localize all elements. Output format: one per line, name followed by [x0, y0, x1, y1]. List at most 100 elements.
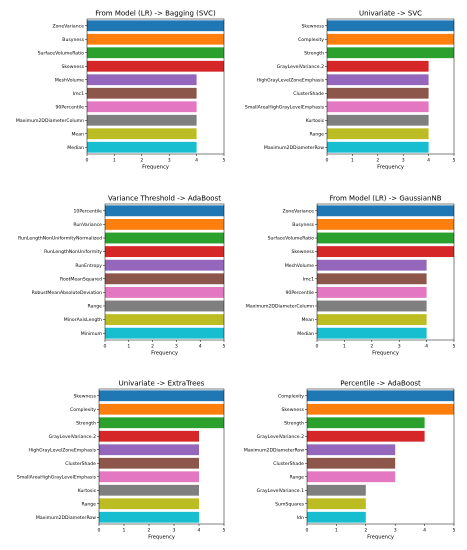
category-label: RobustMeanAbsoluteDeviation	[32, 290, 102, 296]
category-label: Minimum	[81, 331, 103, 337]
category-label: Imc1	[73, 91, 84, 97]
category-label: Range	[81, 501, 96, 507]
chart-title: Variance Threshold -> AdaBoost	[108, 195, 221, 203]
category-label: SumSquares	[275, 501, 304, 507]
x-tick-label: 1	[335, 528, 338, 534]
bar-3	[99, 417, 224, 429]
bar-9	[307, 498, 366, 510]
chart-title: Percentile -> AdaBoost	[340, 380, 421, 388]
chart-panel-3: Variance Threshold -> AdaBoost 10Percenti…	[18, 195, 225, 357]
x-tick-label: 2	[140, 158, 143, 164]
category-label: 90Percentile	[55, 104, 84, 110]
x-tick-label: 0	[98, 528, 101, 534]
bar-10	[327, 141, 429, 153]
category-label: Range	[87, 304, 102, 310]
bar-6	[327, 87, 429, 99]
bar-10	[99, 511, 199, 523]
x-tick-label: 2	[148, 528, 151, 534]
category-label: Complexity	[278, 393, 304, 399]
category-label: RunLengthNonUniformityNormalized	[18, 236, 102, 242]
bar-1	[87, 20, 224, 32]
x-tick-label: 1	[343, 344, 346, 350]
x-tick-label: 2	[151, 344, 154, 350]
bar-10	[87, 141, 197, 153]
chart-panel-6: Percentile -> AdaBoost Complexity Skewness…	[244, 380, 456, 541]
bar-1	[327, 20, 454, 32]
category-label: Busyness	[62, 37, 84, 43]
category-label: Strength	[304, 50, 324, 56]
category-label: SmallAreaHighGrayLevelEmphasis	[245, 104, 325, 110]
plot-frame	[86, 18, 225, 155]
category-label: RunVariance	[73, 222, 102, 228]
x-tick-label: 5	[223, 158, 226, 164]
bar-6	[99, 457, 199, 469]
category-label: RootMeanSquared	[60, 276, 102, 282]
bar-2	[87, 33, 224, 45]
bar-4	[105, 246, 224, 258]
x-axis-label: Frequency	[367, 535, 394, 541]
x-axis-label: Frequency	[148, 535, 175, 541]
bar-9	[87, 128, 197, 140]
category-label: Idn	[297, 515, 304, 521]
x-tick-label: 3	[168, 158, 171, 164]
category-label: Maximum2DDiameterRow	[264, 145, 324, 151]
category-label: RunEntropy	[75, 263, 102, 269]
bar-3	[307, 417, 425, 429]
x-tick-label: 2	[376, 158, 379, 164]
category-label: ZoneVariance	[282, 208, 314, 214]
bar-7	[87, 101, 197, 113]
x-tick-label: 5	[453, 344, 456, 350]
bar-6	[105, 273, 224, 285]
bar-2	[327, 33, 454, 45]
category-label: Strength	[76, 420, 96, 426]
bar-9	[327, 128, 429, 140]
bar-7	[105, 286, 224, 298]
bar-1	[307, 390, 454, 402]
x-tick-label: 5	[453, 158, 456, 164]
category-label: Skewness	[61, 64, 84, 70]
chart-title: From Model (LR) -> GaussianNB	[329, 195, 441, 203]
x-axis-label: Frequency	[372, 351, 399, 357]
x-tick-label: 2	[364, 528, 367, 534]
category-label: HighGrayLevelZoneEmphasis	[29, 447, 97, 453]
x-tick-label: 1	[127, 344, 130, 350]
plot-frame	[98, 388, 225, 525]
category-label: GrayLevelVariance.2	[49, 434, 96, 440]
bar-2	[105, 218, 224, 230]
bar-1	[99, 390, 224, 402]
category-label: Maximum2DDiameterRow	[244, 447, 304, 453]
bar-8	[307, 484, 366, 496]
chart-title: Univariate -> SVC	[359, 10, 422, 18]
x-axis-label: Frequency	[377, 165, 404, 171]
category-label: SmallAreaHighGrayLevelEmphasis	[17, 474, 97, 480]
bar-5	[307, 444, 396, 456]
chart-panel-5: Univariate -> ExtraTrees Skewness Complexi…	[17, 380, 226, 541]
category-label: ZoneVariance	[52, 23, 84, 29]
x-tick-label: 0	[104, 344, 107, 350]
bar-4	[327, 60, 429, 72]
x-tick-label: 5	[223, 344, 226, 350]
category-label: ClusterShade	[293, 91, 324, 97]
bar-8	[317, 300, 427, 312]
bar-3	[317, 232, 454, 244]
bar-1	[105, 205, 224, 217]
bar-7	[307, 471, 396, 483]
category-label: MeshVolume	[285, 263, 314, 269]
bar-9	[105, 314, 224, 326]
bar-10	[105, 327, 224, 339]
category-label: Skewness	[281, 407, 304, 413]
category-label: Complexity	[298, 37, 324, 43]
x-tick-label: 2	[370, 344, 373, 350]
bar-8	[87, 114, 197, 126]
category-label: Median	[67, 145, 84, 151]
bar-5	[327, 74, 429, 86]
chart-title: Univariate -> ExtraTrees	[119, 380, 205, 388]
x-tick-label: 4	[425, 344, 428, 350]
bar-10	[317, 327, 427, 339]
category-label: HighGrayLevelZoneEmphasis	[257, 77, 325, 83]
x-tick-label: 0	[316, 344, 319, 350]
x-tick-label: 1	[123, 528, 126, 534]
bar-5	[87, 74, 197, 86]
category-label: Busyness	[292, 222, 314, 228]
bar-10	[307, 511, 366, 523]
